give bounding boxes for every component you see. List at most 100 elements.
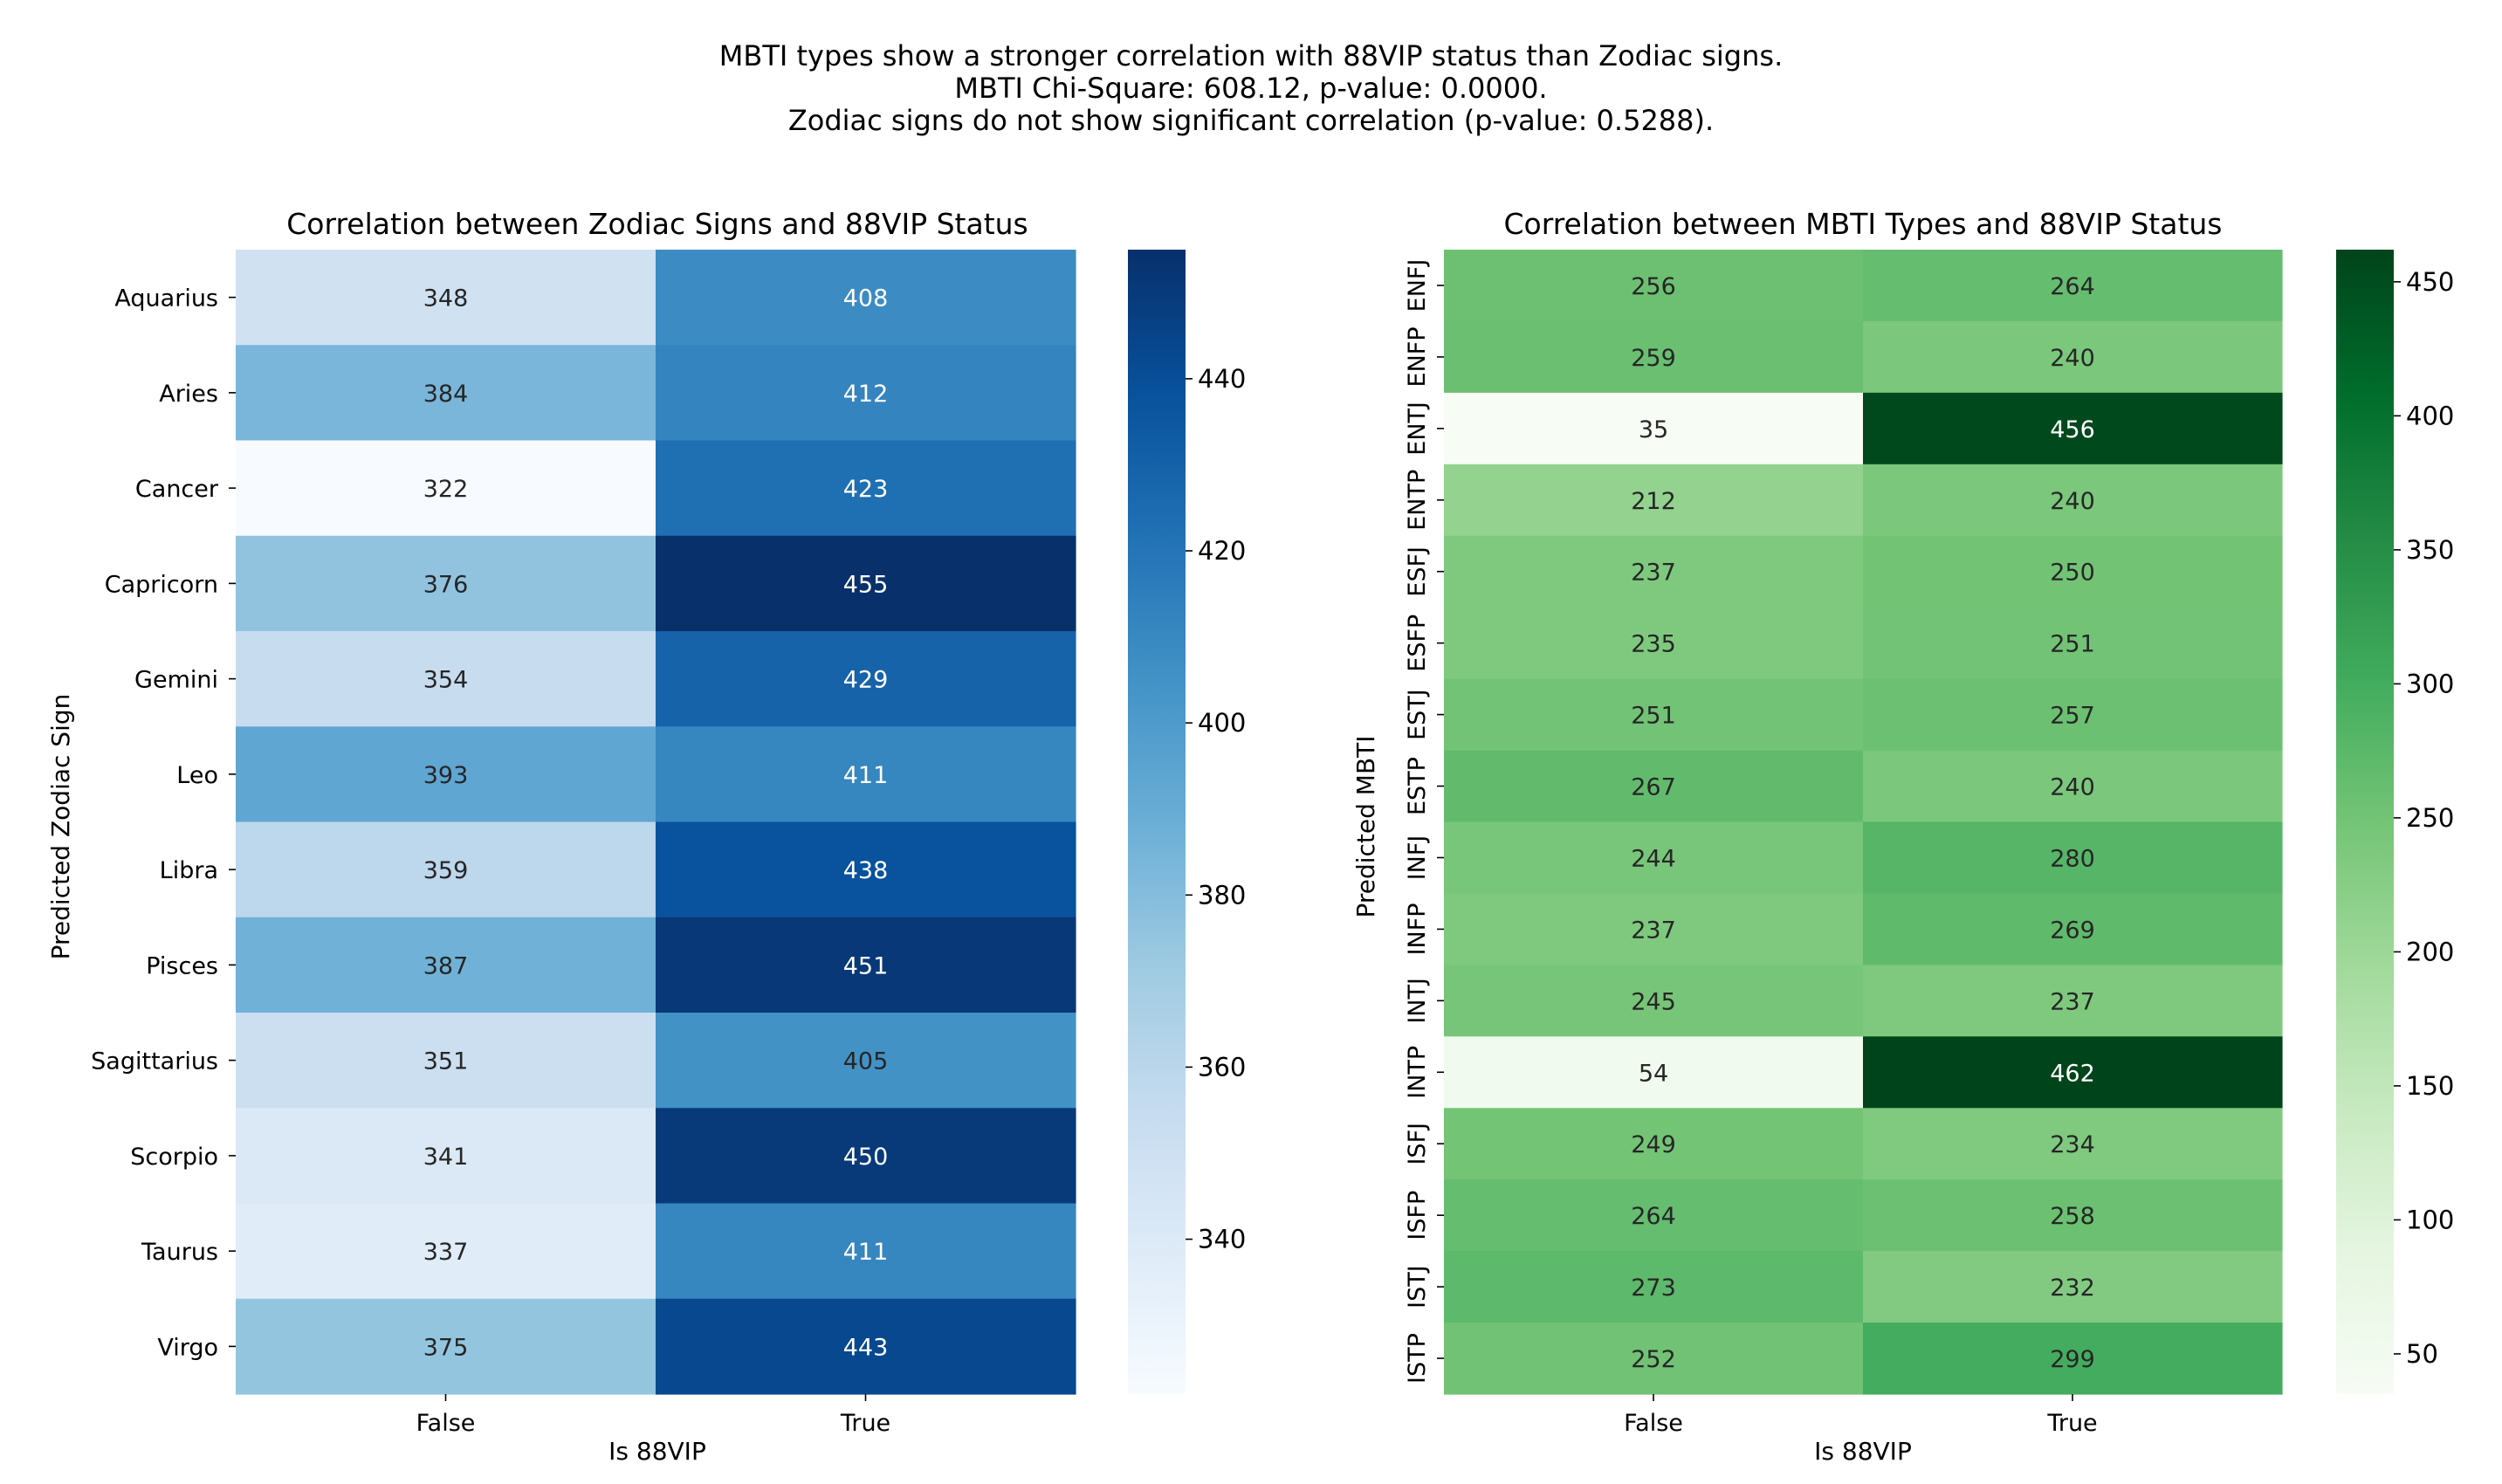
mbti-colorbar-tick-label: 300 xyxy=(2406,669,2454,698)
mbti-heatmap-title: Correlation between MBTI Types and 88VIP… xyxy=(1503,207,2222,241)
zodiac-cell-label: 354 xyxy=(423,667,469,694)
mbti-cell-label: 240 xyxy=(2050,774,2095,801)
mbti-cell-label: 257 xyxy=(2050,703,2095,730)
figure-suptitle-line-2: MBTI Chi-Square: 608.12, p-value: 0.0000… xyxy=(954,72,1547,105)
mbti-cell-label: 240 xyxy=(2050,345,2095,372)
mbti-cell-entp-false xyxy=(1444,464,1864,537)
mbti-cell-esfp-false xyxy=(1444,607,1864,680)
zodiac-cell-label: 341 xyxy=(423,1144,469,1171)
mbti-cell-label: 240 xyxy=(2050,488,2095,515)
mbti-ytick-label: ENFP xyxy=(1404,326,1431,387)
mbti-heatmap-xlabel: Is 88VIP xyxy=(1814,1437,1912,1466)
mbti-cell-label: 244 xyxy=(1631,845,1676,872)
zodiac-cell-pisces-true xyxy=(656,917,1076,1013)
mbti-cell-istp-false xyxy=(1444,1323,1864,1395)
zodiac-cell-label: 408 xyxy=(843,285,889,313)
zodiac-cell-aquarius-true xyxy=(656,250,1076,346)
zodiac-cell-aries-true xyxy=(656,345,1076,442)
mbti-cell-esfj-false xyxy=(1444,535,1864,608)
mbti-ytick-label: ISFP xyxy=(1404,1191,1431,1240)
mbti-cell-label: 269 xyxy=(2050,917,2095,944)
mbti-cell-isfp-true xyxy=(1863,1179,2283,1252)
mbti-cell-label: 234 xyxy=(2050,1131,2095,1158)
zodiac-cell-label: 376 xyxy=(423,571,469,598)
mbti-cell-label: 251 xyxy=(1631,703,1676,730)
mbti-heatmap: Correlation between MBTI Types and 88VIP… xyxy=(1351,207,2454,1466)
mbti-ytick-label: ISTJ xyxy=(1404,1265,1431,1309)
zodiac-cell-capricorn-true xyxy=(656,535,1076,632)
mbti-cell-estj-true xyxy=(1863,678,2283,752)
mbti-cell-intp-true xyxy=(1863,1036,2283,1109)
zodiac-cell-label: 423 xyxy=(843,476,889,503)
zodiac-cell-label: 455 xyxy=(843,571,889,598)
zodiac-ytick-label: Scorpio xyxy=(130,1144,218,1171)
mbti-cell-istj-true xyxy=(1863,1251,2283,1323)
mbti-cell-infp-true xyxy=(1863,893,2283,965)
zodiac-colorbar-tick-label: 420 xyxy=(1198,536,1246,566)
zodiac-cell-label: 375 xyxy=(423,1334,469,1361)
mbti-cell-intj-false xyxy=(1444,965,1864,1037)
mbti-cell-enfp-true xyxy=(1863,320,2283,394)
mbti-cell-label: 245 xyxy=(1631,988,1676,1015)
mbti-cell-label: 212 xyxy=(1631,488,1676,515)
zodiac-heatmap-ylabel: Predicted Zodiac Sign xyxy=(46,694,75,960)
mbti-cell-label: 232 xyxy=(2050,1274,2095,1302)
mbti-cell-enfj-true xyxy=(1863,250,2283,322)
zodiac-cell-label: 322 xyxy=(423,476,469,503)
mbti-cell-estp-true xyxy=(1863,750,2283,823)
mbti-ytick-label: INFP xyxy=(1404,903,1431,955)
figure-suptitle-line-3: Zodiac signs do not show significant cor… xyxy=(788,104,1714,137)
zodiac-cell-libra-false xyxy=(236,821,656,918)
mbti-cell-label: 250 xyxy=(2050,560,2095,587)
zodiac-cell-scorpio-true xyxy=(656,1108,1076,1205)
mbti-cell-label: 264 xyxy=(1631,1203,1676,1230)
mbti-xtick-label: True xyxy=(2046,1410,2097,1437)
mbti-cell-label: 237 xyxy=(2050,988,2095,1015)
mbti-cell-label: 252 xyxy=(1631,1346,1676,1373)
mbti-colorbar-tick-label: 150 xyxy=(2406,1071,2454,1101)
zodiac-ytick-label: Taurus xyxy=(141,1239,218,1266)
mbti-cell-label: 280 xyxy=(2050,845,2095,872)
zodiac-cell-gemini-false xyxy=(236,631,656,727)
mbti-cell-label: 462 xyxy=(2050,1060,2095,1087)
mbti-ytick-label: ENFJ xyxy=(1404,259,1431,313)
mbti-colorbar-tick-label: 100 xyxy=(2406,1205,2454,1234)
mbti-colorbar-tick-label: 250 xyxy=(2406,803,2454,833)
zodiac-ytick-label: Virgo xyxy=(157,1334,218,1361)
mbti-cell-label: 235 xyxy=(1631,631,1676,658)
mbti-cell-infj-false xyxy=(1444,821,1864,895)
mbti-cell-label: 259 xyxy=(1631,345,1676,372)
mbti-cell-isfp-false xyxy=(1444,1179,1864,1252)
mbti-cell-label: 251 xyxy=(2050,631,2095,658)
mbti-cell-infj-true xyxy=(1863,821,2283,895)
zodiac-cell-taurus-true xyxy=(656,1203,1076,1300)
zodiac-cell-label: 351 xyxy=(423,1048,469,1075)
zodiac-cell-label: 387 xyxy=(423,952,469,979)
mbti-ytick-label: INTP xyxy=(1404,1046,1431,1099)
zodiac-heatmap-xlabel: Is 88VIP xyxy=(608,1437,706,1466)
zodiac-colorbar-tick-label: 340 xyxy=(1198,1225,1246,1254)
mbti-cell-label: 35 xyxy=(1639,416,1668,443)
zodiac-ytick-label: Gemini xyxy=(134,667,218,694)
zodiac-cell-leo-false xyxy=(236,726,656,823)
zodiac-colorbar-tick-label: 380 xyxy=(1198,880,1246,910)
mbti-cell-esfp-true xyxy=(1863,607,2283,680)
zodiac-cell-label: 443 xyxy=(843,1334,889,1361)
zodiac-cell-pisces-false xyxy=(236,917,656,1013)
mbti-cell-estp-false xyxy=(1444,750,1864,823)
mbti-cell-label: 256 xyxy=(1631,273,1676,300)
zodiac-ytick-label: Aries xyxy=(159,381,218,408)
zodiac-colorbar-tick-label: 440 xyxy=(1198,364,1246,394)
mbti-ytick-label: ISFJ xyxy=(1404,1123,1431,1165)
mbti-ytick-label: ESFJ xyxy=(1404,546,1431,597)
mbti-cell-entj-false xyxy=(1444,392,1864,465)
zodiac-cell-cancer-true xyxy=(656,440,1076,537)
zodiac-cell-libra-true xyxy=(656,821,1076,918)
zodiac-cell-label: 411 xyxy=(843,1239,889,1266)
mbti-cell-isfj-false xyxy=(1444,1108,1864,1180)
zodiac-cell-label: 412 xyxy=(843,381,889,408)
zodiac-cell-scorpio-false xyxy=(236,1108,656,1205)
zodiac-cell-label: 393 xyxy=(423,762,469,789)
mbti-ytick-label: INFJ xyxy=(1404,835,1431,881)
